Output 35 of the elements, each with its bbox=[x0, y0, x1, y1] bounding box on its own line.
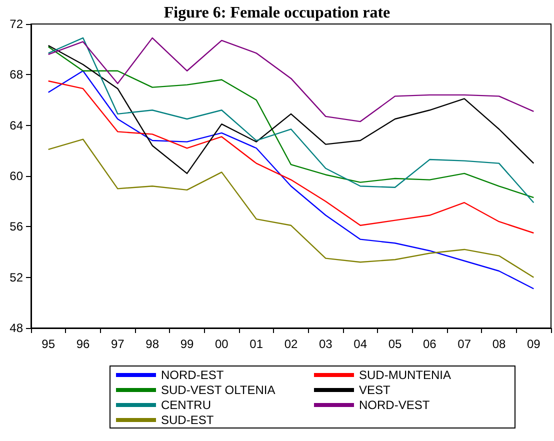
x-tick-label: 03 bbox=[318, 337, 333, 351]
line-series bbox=[48, 37, 534, 122]
line-series bbox=[48, 138, 534, 278]
x-tick-label: 05 bbox=[388, 337, 402, 351]
y-tick-label: 52 bbox=[10, 270, 24, 284]
x-tick-label: 99 bbox=[180, 337, 194, 351]
x-tick-label: 98 bbox=[146, 337, 160, 351]
legend-label: CENTRU bbox=[161, 398, 211, 412]
x-tick-label: 97 bbox=[110, 337, 125, 351]
y-tick-label: 60 bbox=[10, 169, 24, 183]
x-tick-label: 09 bbox=[526, 337, 541, 351]
legend-label: VEST bbox=[359, 383, 392, 397]
x-tick-label: 08 bbox=[492, 337, 506, 351]
legend-label: SUD-VEST OLTENIA bbox=[161, 383, 276, 397]
x-tick-label: 01 bbox=[250, 337, 264, 351]
legend-label: NORD-EST bbox=[161, 368, 224, 382]
y-tick-label: 48 bbox=[10, 321, 24, 335]
x-tick-label: 95 bbox=[42, 337, 56, 351]
y-tick-label: 64 bbox=[10, 118, 24, 132]
y-tick-label: 68 bbox=[10, 68, 24, 82]
y-tick-label: 56 bbox=[10, 220, 24, 234]
y-tick-label: 72 bbox=[10, 17, 24, 31]
x-tick-label: 96 bbox=[76, 337, 90, 351]
line-series bbox=[48, 44, 534, 174]
legend-label: NORD-VEST bbox=[359, 398, 430, 412]
legend-label: SUD-EST bbox=[161, 413, 214, 427]
line-series bbox=[48, 80, 534, 234]
x-tick-label: 06 bbox=[422, 337, 437, 351]
x-tick-label: 04 bbox=[354, 337, 368, 351]
line-series bbox=[48, 70, 534, 290]
x-tick-label: 02 bbox=[284, 337, 298, 351]
legend-label: SUD-MUNTENIA bbox=[359, 368, 451, 382]
chart-title: Figure 6: Female occupation rate bbox=[164, 4, 390, 22]
x-tick-label: 00 bbox=[214, 337, 229, 351]
x-tick-label: 07 bbox=[458, 337, 472, 351]
